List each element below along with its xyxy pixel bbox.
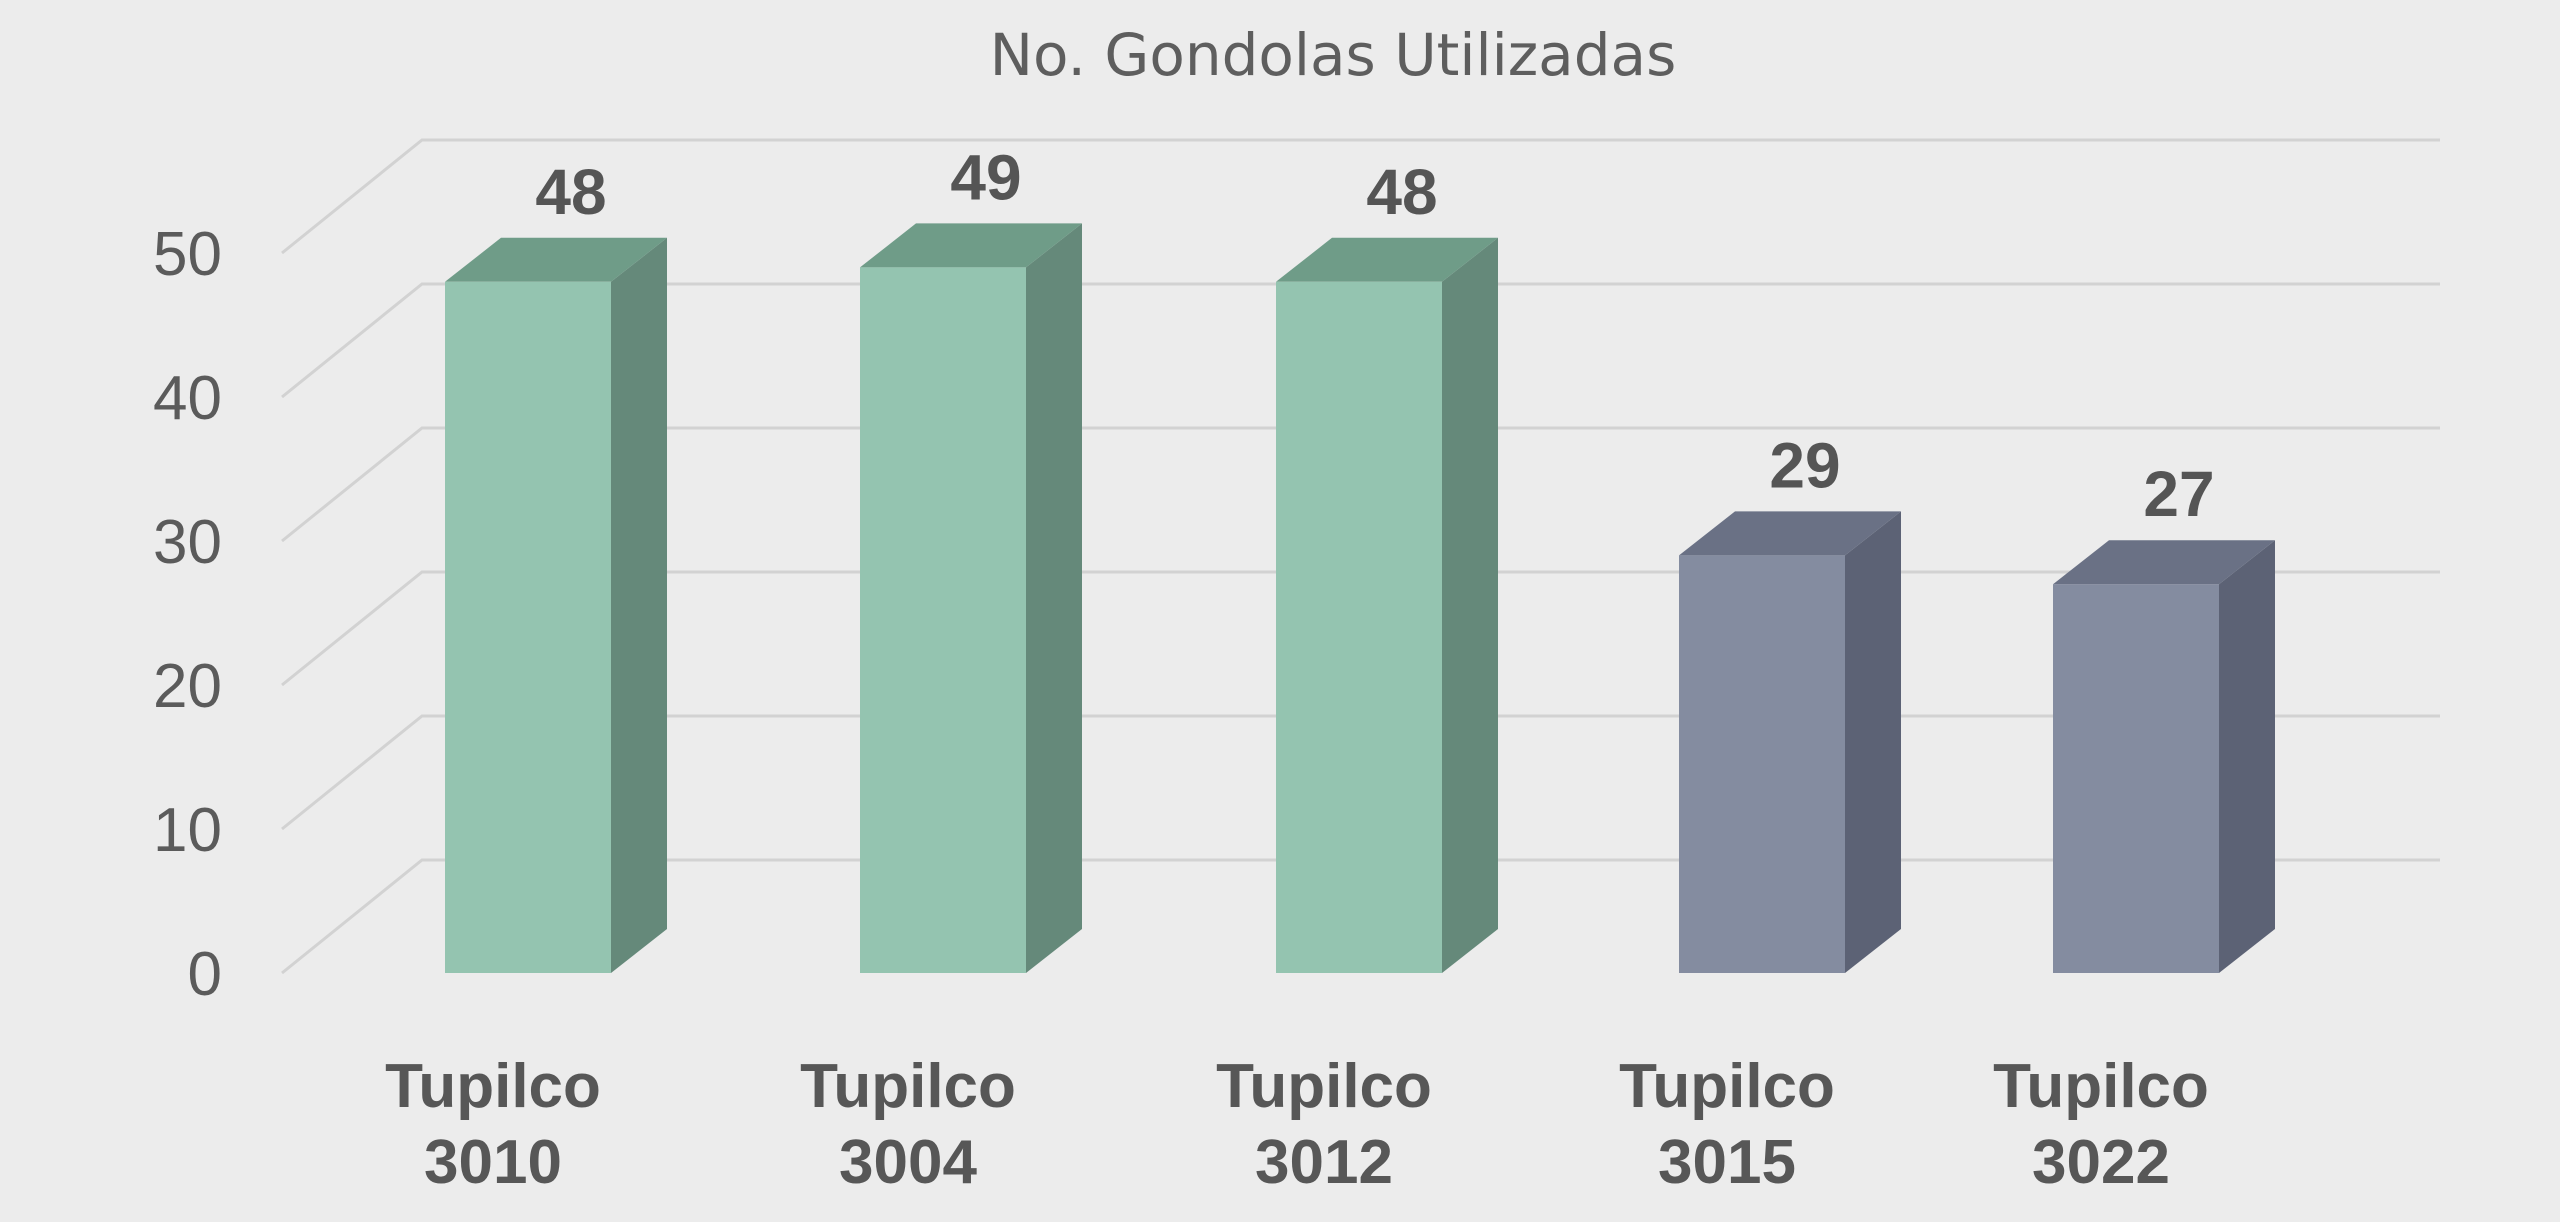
bar <box>860 223 1082 973</box>
y-tick-label: 0 <box>188 940 222 1009</box>
bar-side <box>1026 223 1082 973</box>
x-tick-label: Tupilco 3015 <box>1619 1052 1835 1197</box>
y-axis-ticks: 0 10 20 30 40 50 <box>153 220 222 1009</box>
x-tick-label: Tupilco 3022 <box>1993 1052 2209 1197</box>
gridline <box>281 282 2440 399</box>
bar-side <box>611 237 667 974</box>
chart-title: No. Gondolas Utilizadas <box>990 21 1677 89</box>
y-tick-label: 10 <box>153 796 222 865</box>
data-label: 49 <box>950 141 1021 213</box>
gridline <box>281 138 2440 255</box>
bar-front <box>445 281 611 973</box>
bar-top <box>1276 237 1498 282</box>
bar-side <box>1442 237 1498 974</box>
data-labels: 48 49 48 29 27 <box>535 141 2214 530</box>
data-label: 48 <box>535 156 606 228</box>
y-tick-label: 40 <box>153 364 222 433</box>
x-axis-ticks: Tupilco 3010 Tupilco 3004 Tupilco 3012 Tupilco… <box>385 1052 2209 1197</box>
bar-front <box>860 267 1026 973</box>
bar <box>1679 511 1901 973</box>
bar-side <box>2219 540 2275 973</box>
bar-front <box>1679 555 1845 973</box>
bar <box>2053 540 2275 973</box>
y-tick-label: 30 <box>153 508 222 577</box>
bar-side <box>1845 511 1901 973</box>
bar-front <box>2053 584 2219 973</box>
y-tick-label: 50 <box>153 220 222 289</box>
x-tick-label: Tupilco 3012 <box>1216 1052 1432 1197</box>
bar-top <box>2053 540 2275 585</box>
x-tick-label: Tupilco 3010 <box>385 1052 601 1197</box>
data-label: 27 <box>2143 458 2214 530</box>
data-label: 48 <box>1366 156 1437 228</box>
bar <box>1276 237 1498 974</box>
bar-top <box>445 237 667 282</box>
bar-top <box>860 223 1082 268</box>
x-tick-label: Tupilco 3004 <box>800 1052 1016 1197</box>
data-label: 29 <box>1769 429 1840 501</box>
bar-front <box>1276 281 1442 973</box>
gridline <box>281 426 2440 543</box>
bar <box>445 237 667 974</box>
bar-top <box>1679 511 1901 556</box>
y-tick-label: 20 <box>153 652 222 721</box>
bars <box>445 223 2275 974</box>
